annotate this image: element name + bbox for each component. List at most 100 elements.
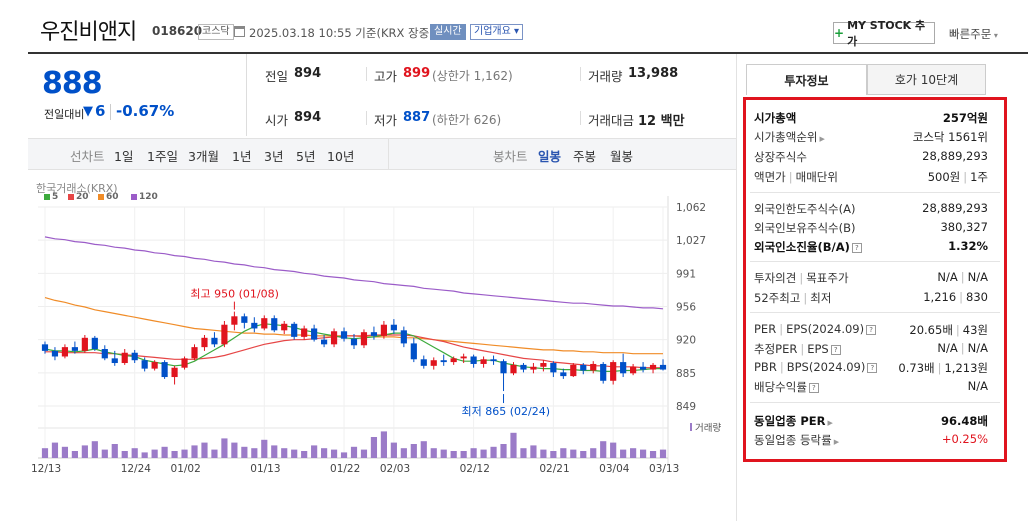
- period-10y[interactable]: 10년: [327, 149, 355, 164]
- down-triangle-icon: ▼: [83, 104, 93, 119]
- candle-body: [151, 362, 158, 369]
- company-overview-dropdown[interactable]: 기업개요 ▾: [470, 24, 523, 40]
- w52-low-label: 최저: [810, 291, 832, 305]
- x-tick-label: 12/13: [31, 463, 61, 475]
- candle: [490, 355, 497, 365]
- period-3m[interactable]: 3개월: [188, 149, 219, 164]
- candle: [291, 321, 298, 340]
- candle-body: [171, 367, 178, 378]
- candle: [161, 360, 168, 379]
- quick-order-dropdown[interactable]: 빠른주문 ▾: [949, 26, 998, 42]
- legend-ma60: 60: [98, 192, 119, 202]
- candle: [221, 320, 228, 348]
- candle: [321, 334, 328, 348]
- candle-body: [520, 364, 527, 370]
- candle-body: [610, 362, 617, 381]
- x-tick-label: 12/24: [121, 463, 152, 475]
- candle-body: [301, 328, 308, 337]
- volume-bar: [241, 446, 248, 458]
- realtime-badge[interactable]: 실시간: [430, 24, 466, 40]
- prev-close-value: 894: [294, 66, 322, 81]
- candle: [71, 341, 78, 354]
- period-1w[interactable]: 1주일: [147, 149, 178, 164]
- divider: [110, 104, 111, 120]
- volume-bar: [460, 451, 467, 458]
- period-3y[interactable]: 3년: [264, 149, 284, 164]
- help-icon[interactable]: ?: [866, 325, 877, 335]
- candle: [311, 324, 318, 342]
- shares-value: 28,889,293: [922, 149, 988, 163]
- candle: [41, 341, 49, 354]
- volume-bar: [510, 432, 517, 458]
- foreign-hold-label: 외국인보유주식수(B): [754, 221, 856, 235]
- volume-bar: [350, 446, 358, 458]
- help-icon[interactable]: ?: [808, 383, 819, 393]
- y-tick-label: 849: [676, 401, 696, 413]
- help-icon[interactable]: ?: [867, 363, 878, 373]
- sector-rate-value: +0.25%: [941, 432, 988, 446]
- candle-daily[interactable]: 일봉: [538, 149, 562, 164]
- market-cap-rank-label: 시가총액순위: [754, 130, 818, 144]
- candle: [400, 326, 407, 348]
- help-icon[interactable]: ?: [851, 243, 862, 253]
- volume-bar: [340, 452, 348, 458]
- tab-investment-info[interactable]: 투자정보: [746, 64, 867, 95]
- candle: [540, 360, 547, 372]
- period-1y[interactable]: 1년: [232, 149, 252, 164]
- candle: [51, 347, 59, 361]
- candle: [171, 365, 178, 385]
- foreign-hold-value: 380,327: [940, 220, 988, 234]
- volume-legend-swatch: [690, 423, 692, 431]
- chevron-right-icon: ▶: [833, 438, 840, 446]
- help-icon[interactable]: ?: [830, 345, 841, 355]
- tab-order-book[interactable]: 호가 10단계: [867, 64, 986, 95]
- candle: [360, 329, 368, 349]
- foreign-limit-label: 외국인한도주식수(A): [754, 202, 856, 216]
- candle-body: [101, 349, 108, 359]
- volume-bar: [171, 451, 178, 458]
- candle-body: [590, 363, 597, 371]
- candle-monthly[interactable]: 월봉: [610, 149, 634, 164]
- header-divider: [28, 52, 1028, 54]
- sector-rate-row[interactable]: 동일업종 등락률 ▶ +0.25%: [754, 432, 988, 448]
- candle-body: [271, 318, 278, 331]
- candle-body: [570, 364, 577, 377]
- sector-per-row[interactable]: 동일업종 PER ▶ 96.48배: [754, 413, 988, 429]
- x-tick-label: 02/12: [460, 463, 490, 475]
- volume-bar: [480, 449, 487, 458]
- candle-weekly[interactable]: 주봉: [573, 149, 597, 164]
- candle-body: [639, 366, 647, 370]
- add-my-stock-button[interactable]: + MY STOCK 추가: [833, 19, 935, 48]
- market-cap-row: 시가총액 257억원: [754, 110, 988, 126]
- candle-body: [81, 337, 88, 351]
- candle: [610, 360, 617, 385]
- y-tick-label: 991: [676, 268, 696, 280]
- volume-bar: [201, 442, 208, 458]
- candle: [231, 311, 238, 331]
- y-tick-label: 1,027: [676, 235, 706, 247]
- period-bar: [28, 138, 736, 170]
- candle: [500, 359, 507, 392]
- volume-bar: [659, 449, 667, 458]
- candle: [350, 334, 358, 350]
- investment-info-panel: 시가총액 257억원 시가총액순위 ▶ 코스닥 1561위 상장주식수 28,889,2…: [743, 97, 1007, 462]
- price-chart[interactable]: 1,062 1,027 991 956 920 885 849 12/13 12/24 01/02…: [28, 196, 736, 480]
- candle-body: [221, 324, 228, 345]
- volume-bar: [51, 442, 59, 458]
- candle: [61, 344, 69, 359]
- pbr-bps-row: PBR | BPS(2024.09)? 0.73배 | 1,213원: [754, 360, 988, 375]
- volume-bar: [580, 451, 587, 458]
- legend-ma120-label: 120: [139, 192, 158, 202]
- market-cap-rank-row[interactable]: 시가총액순위 ▶ 코스닥 1561위: [754, 129, 988, 145]
- volume-bar: [231, 442, 238, 458]
- period-1d[interactable]: 1일: [114, 149, 134, 164]
- candle-body: [251, 322, 258, 329]
- stock-name: 우진비앤지: [40, 20, 137, 45]
- volume-bar: [330, 449, 338, 458]
- candle-body: [550, 363, 557, 373]
- period-5y[interactable]: 5년: [296, 149, 316, 164]
- candle: [410, 337, 417, 363]
- candle-body: [91, 337, 98, 350]
- candle: [620, 353, 627, 378]
- x-tick-label: 03/04: [599, 463, 630, 475]
